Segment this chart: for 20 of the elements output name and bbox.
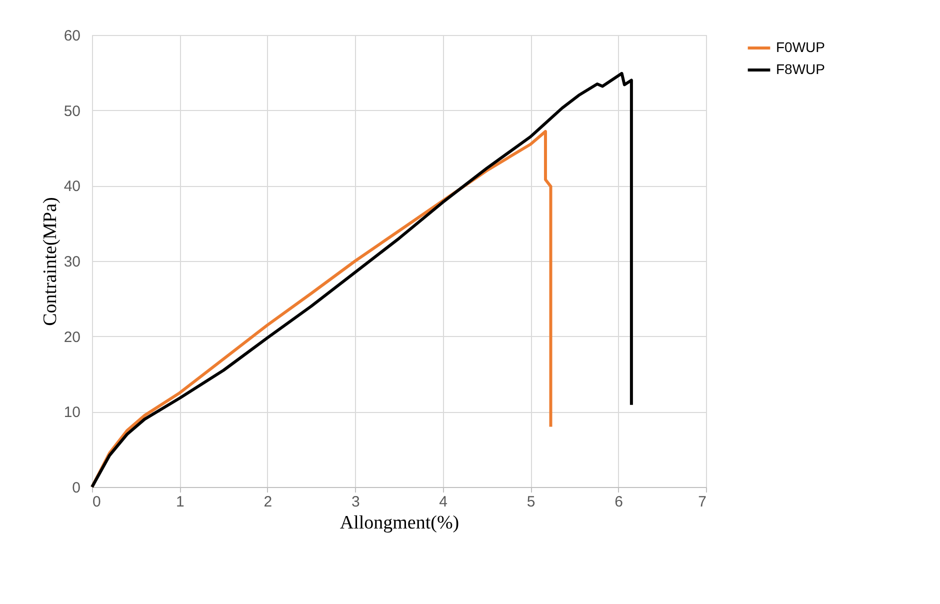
legend-label: F0WUP bbox=[776, 39, 825, 55]
line-series bbox=[90, 72, 633, 488]
x-tick-label: 7 bbox=[698, 494, 706, 510]
y-tick-label: 60 bbox=[64, 28, 80, 44]
y-tick-label: 30 bbox=[64, 254, 80, 270]
y-tick-label: 10 bbox=[64, 404, 80, 422]
x-tick-label: 2 bbox=[264, 494, 272, 510]
y-tick-label: 20 bbox=[64, 328, 80, 346]
y-tick-label: 0 bbox=[72, 480, 80, 496]
legend-label: F8WUP bbox=[776, 61, 825, 77]
x-tick-label: 5 bbox=[526, 494, 536, 510]
y-tick-label: 50 bbox=[64, 102, 80, 120]
x-tick-label: 4 bbox=[439, 494, 448, 510]
y-tick-label: 40 bbox=[64, 178, 80, 196]
x-tick-label: 6 bbox=[614, 494, 623, 510]
x-tick-label: 3 bbox=[351, 494, 360, 510]
x-tick-label: 1 bbox=[176, 494, 184, 510]
x-tick-label: 0 bbox=[92, 494, 101, 510]
x-axis-title: Allongment(%) bbox=[340, 512, 460, 534]
y-axis-title: Contrainte(MPa) bbox=[40, 197, 61, 326]
